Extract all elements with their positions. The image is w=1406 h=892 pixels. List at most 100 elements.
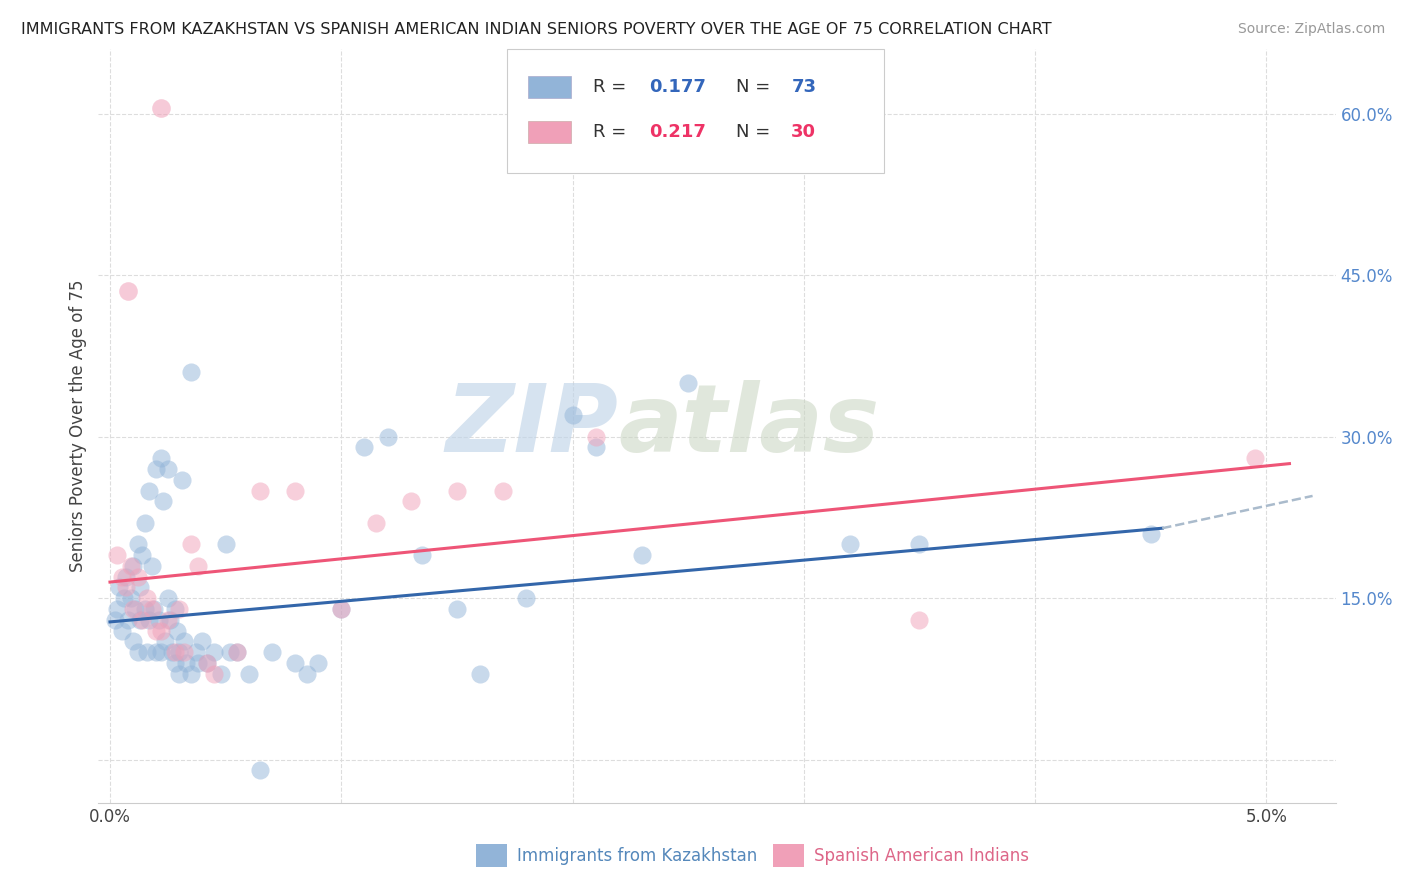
Point	[134, 602, 156, 616]
Point	[149, 101, 172, 115]
Point	[148, 613, 170, 627]
Point	[115, 570, 138, 584]
Point	[187, 558, 209, 573]
Point	[219, 645, 242, 659]
Point	[908, 613, 931, 627]
Point	[173, 634, 195, 648]
Point	[187, 656, 209, 670]
Point	[399, 494, 422, 508]
Point	[127, 570, 149, 584]
Point	[122, 634, 145, 648]
Point	[307, 656, 329, 670]
Text: N =: N =	[735, 123, 776, 141]
Point	[117, 285, 139, 299]
Point	[176, 656, 198, 670]
Point	[163, 656, 186, 670]
Point	[169, 666, 191, 681]
Point	[136, 591, 159, 606]
Point	[180, 666, 202, 681]
Point	[141, 602, 163, 616]
Text: Source: ZipAtlas.com: Source: ZipAtlas.com	[1237, 22, 1385, 37]
Point	[110, 570, 132, 584]
Text: atlas: atlas	[619, 380, 879, 472]
Point	[152, 494, 174, 508]
Bar	[527, 120, 571, 144]
Point	[260, 645, 283, 659]
Y-axis label: Seniors Poverty Over the Age of 75: Seniors Poverty Over the Age of 75	[69, 280, 87, 572]
Point	[468, 666, 491, 681]
Point	[249, 764, 271, 778]
Point	[131, 613, 153, 627]
Text: ZIP: ZIP	[446, 380, 619, 472]
Point	[105, 548, 128, 562]
Bar	[773, 844, 804, 867]
Point	[136, 645, 159, 659]
Point	[115, 581, 138, 595]
Point	[195, 656, 218, 670]
Point	[492, 483, 515, 498]
Text: N =: N =	[735, 78, 776, 95]
Text: IMMIGRANTS FROM KAZAKHSTAN VS SPANISH AMERICAN INDIAN SENIORS POVERTY OVER THE A: IMMIGRANTS FROM KAZAKHSTAN VS SPANISH AM…	[21, 22, 1052, 37]
Point	[676, 376, 699, 390]
Point	[110, 624, 132, 638]
Point	[561, 408, 583, 422]
Text: Immigrants from Kazakhstan: Immigrants from Kazakhstan	[516, 847, 756, 864]
Point	[138, 483, 160, 498]
Point	[173, 645, 195, 659]
Point	[131, 548, 153, 562]
Point	[908, 537, 931, 551]
Point	[141, 558, 163, 573]
Point	[145, 624, 167, 638]
Point	[155, 634, 177, 648]
Point	[195, 656, 218, 670]
Point	[238, 666, 260, 681]
Point	[163, 645, 186, 659]
Point	[330, 602, 353, 616]
Point	[1139, 526, 1161, 541]
Point	[214, 537, 236, 551]
Text: 0.217: 0.217	[650, 123, 706, 141]
Bar	[527, 76, 571, 98]
Point	[169, 645, 191, 659]
Point	[411, 548, 433, 562]
Point	[105, 602, 128, 616]
Point	[1243, 451, 1265, 466]
Text: R =: R =	[593, 123, 633, 141]
Point	[166, 624, 188, 638]
Text: 0.177: 0.177	[650, 78, 706, 95]
Point	[156, 591, 179, 606]
Bar	[475, 844, 506, 867]
Point	[138, 613, 160, 627]
Point	[159, 613, 181, 627]
Point	[163, 602, 186, 616]
Point	[353, 441, 375, 455]
Point	[129, 613, 152, 627]
Text: Spanish American Indians: Spanish American Indians	[814, 847, 1029, 864]
Point	[284, 656, 307, 670]
Point	[145, 462, 167, 476]
Text: 73: 73	[792, 78, 817, 95]
Point	[149, 451, 172, 466]
Point	[284, 483, 307, 498]
Point	[180, 537, 202, 551]
Point	[295, 666, 318, 681]
Point	[142, 602, 165, 616]
Point	[129, 581, 152, 595]
Point	[127, 537, 149, 551]
Point	[104, 613, 127, 627]
Point	[202, 666, 225, 681]
Point	[446, 602, 468, 616]
Point	[184, 645, 207, 659]
Point	[249, 483, 271, 498]
Text: R =: R =	[593, 78, 633, 95]
Point	[145, 645, 167, 659]
Point	[631, 548, 654, 562]
Point	[122, 602, 145, 616]
Point	[515, 591, 537, 606]
Point	[180, 365, 202, 379]
Point	[108, 581, 131, 595]
Point	[170, 473, 193, 487]
Point	[446, 483, 468, 498]
Point	[226, 645, 249, 659]
Point	[169, 602, 191, 616]
